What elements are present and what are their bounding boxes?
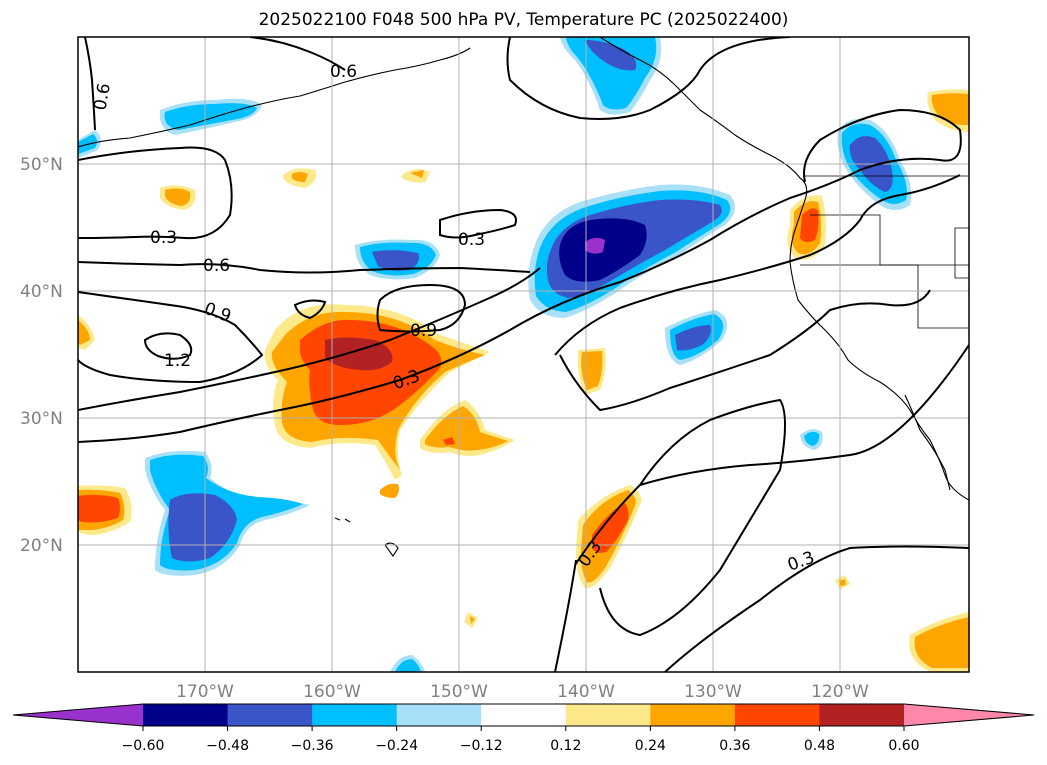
contour-label: 0.9: [410, 321, 437, 341]
colorbar-segment: [396, 704, 482, 726]
country-borders: [800, 175, 969, 329]
contour-label: 0.3: [150, 228, 177, 248]
colorbar-extend-low: [13, 704, 143, 726]
map-area: 0.6 0.6 0.3 0.3 0.6 0.9 1.2 0.9 0.3 0.3 …: [78, 37, 969, 672]
colorbar-tick-label: 0.12: [550, 738, 581, 754]
map-frame: [77, 36, 970, 673]
colorbar-extend-high: [904, 704, 1034, 726]
lon-label-130w: 130°W: [684, 682, 742, 702]
colorbar-segment: [819, 704, 905, 726]
contour-label: 0.3: [458, 230, 485, 250]
warm-anomaly-east: [575, 89, 969, 672]
colorbar-segment: [481, 704, 567, 726]
coastlines: [78, 37, 969, 557]
colorbar-tick-label: −0.12: [460, 738, 503, 754]
colorbar-tick-label: 0.60: [888, 738, 919, 754]
map-title: 2025022100 F048 500 hPa PV, Temperature …: [258, 10, 789, 30]
lon-label-120w: 120°W: [811, 682, 869, 702]
colorbar-segment: [312, 704, 398, 726]
lon-label-140w: 140°W: [557, 682, 615, 702]
lat-label-50n: 50°N: [20, 155, 63, 175]
colorbar: −0.60 −0.48 −0.36 −0.24 −0.12 0.12 0.24 0.36 0.4…: [12, 703, 1035, 754]
pv-contours: [78, 37, 969, 672]
colorbar-segment: [227, 704, 313, 726]
colorbar-tick-label: −0.60: [122, 738, 165, 754]
contour-label: 1.2: [164, 351, 191, 371]
cold-anomaly-east-pacific: [528, 184, 735, 318]
colorbar-segment: [565, 704, 651, 726]
lon-label-160w: 160°W: [303, 682, 361, 702]
latitude-labels: 50°N 40°N 30°N 20°N: [20, 155, 63, 556]
colorbar-segment: [143, 704, 229, 726]
colorbar-tick-label: 0.48: [804, 738, 835, 754]
longitude-labels: 170°W 160°W 150°W 140°W 130°W 120°W: [176, 682, 869, 702]
colorbar-tick-label: −0.48: [206, 738, 249, 754]
colorbar-tick-label: −0.24: [375, 738, 418, 754]
colorbar-tick-label: 0.24: [635, 738, 666, 754]
colorbar-tick-label: 0.36: [719, 738, 750, 754]
lat-label-30n: 30°N: [20, 409, 63, 429]
contour-label: 0.6: [203, 256, 230, 276]
contour-label: 0.6: [330, 62, 357, 82]
contour-label: 0.6: [90, 82, 114, 112]
lon-label-170w: 170°W: [176, 682, 234, 702]
lon-label-150w: 150°W: [430, 682, 488, 702]
warm-anomaly-west: [78, 168, 478, 628]
contour-labels: 0.6 0.6 0.3 0.3 0.6 0.9 1.2 0.9 0.3 0.3 …: [90, 62, 817, 576]
lat-label-40n: 40°N: [20, 282, 63, 302]
colorbar-segment: [650, 704, 736, 726]
colorbar-segment: [734, 704, 820, 726]
lat-label-20n: 20°N: [20, 536, 63, 556]
colorbar-tick-label: −0.36: [291, 738, 334, 754]
